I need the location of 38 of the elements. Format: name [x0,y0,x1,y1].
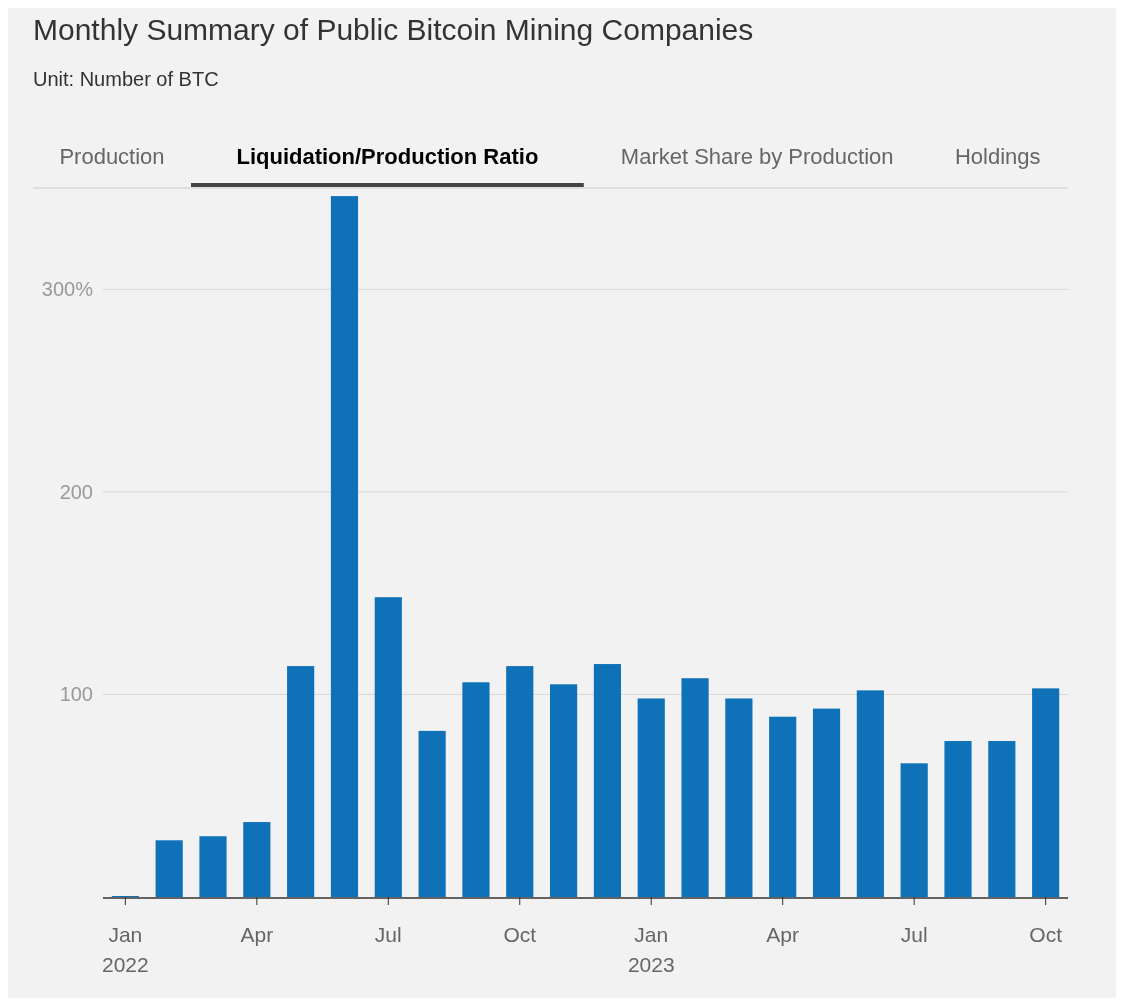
bar [287,666,315,897]
text: Liquidation/Production Ratio [236,144,539,169]
bar [593,664,621,897]
x-tick-label: Jul [900,923,928,946]
x-tick-label: Jan 2022 [101,923,149,976]
bar [330,196,359,897]
bar [944,741,972,897]
bar [199,836,227,897]
bar [769,716,797,897]
x-tick-label: Apr [766,923,800,946]
x-tick-label: Apr [240,923,274,946]
text: Holdings [955,144,1041,169]
bar [550,684,578,897]
text: Market Share by Production [620,144,894,169]
x-tick-label: Oct [503,923,537,946]
y-tick-label: 100 [59,683,93,706]
text: Production [59,144,165,169]
bar [155,840,183,897]
bar [681,678,709,897]
y-tick-label: 300% [41,278,94,301]
bar [243,822,271,897]
bar [725,698,753,897]
bar [462,682,490,897]
x-tick-label: Jan 2023 [627,923,675,976]
chart-title: Monthly Summary of Public Bitcoin Mining Companies [33,13,754,46]
bar [506,666,534,897]
bar [637,698,665,897]
chart-subtitle: Unit: Number of BTC [33,68,219,90]
bar [812,708,841,897]
bar [374,597,402,897]
x-tick-label: Oct [1029,923,1063,946]
bar [988,741,1016,897]
bar [856,690,884,897]
x-tick-label: Jul [374,923,402,946]
bar [900,763,928,897]
bar [1032,688,1060,897]
y-tick-label: 200 [59,480,93,503]
bar [418,730,446,897]
